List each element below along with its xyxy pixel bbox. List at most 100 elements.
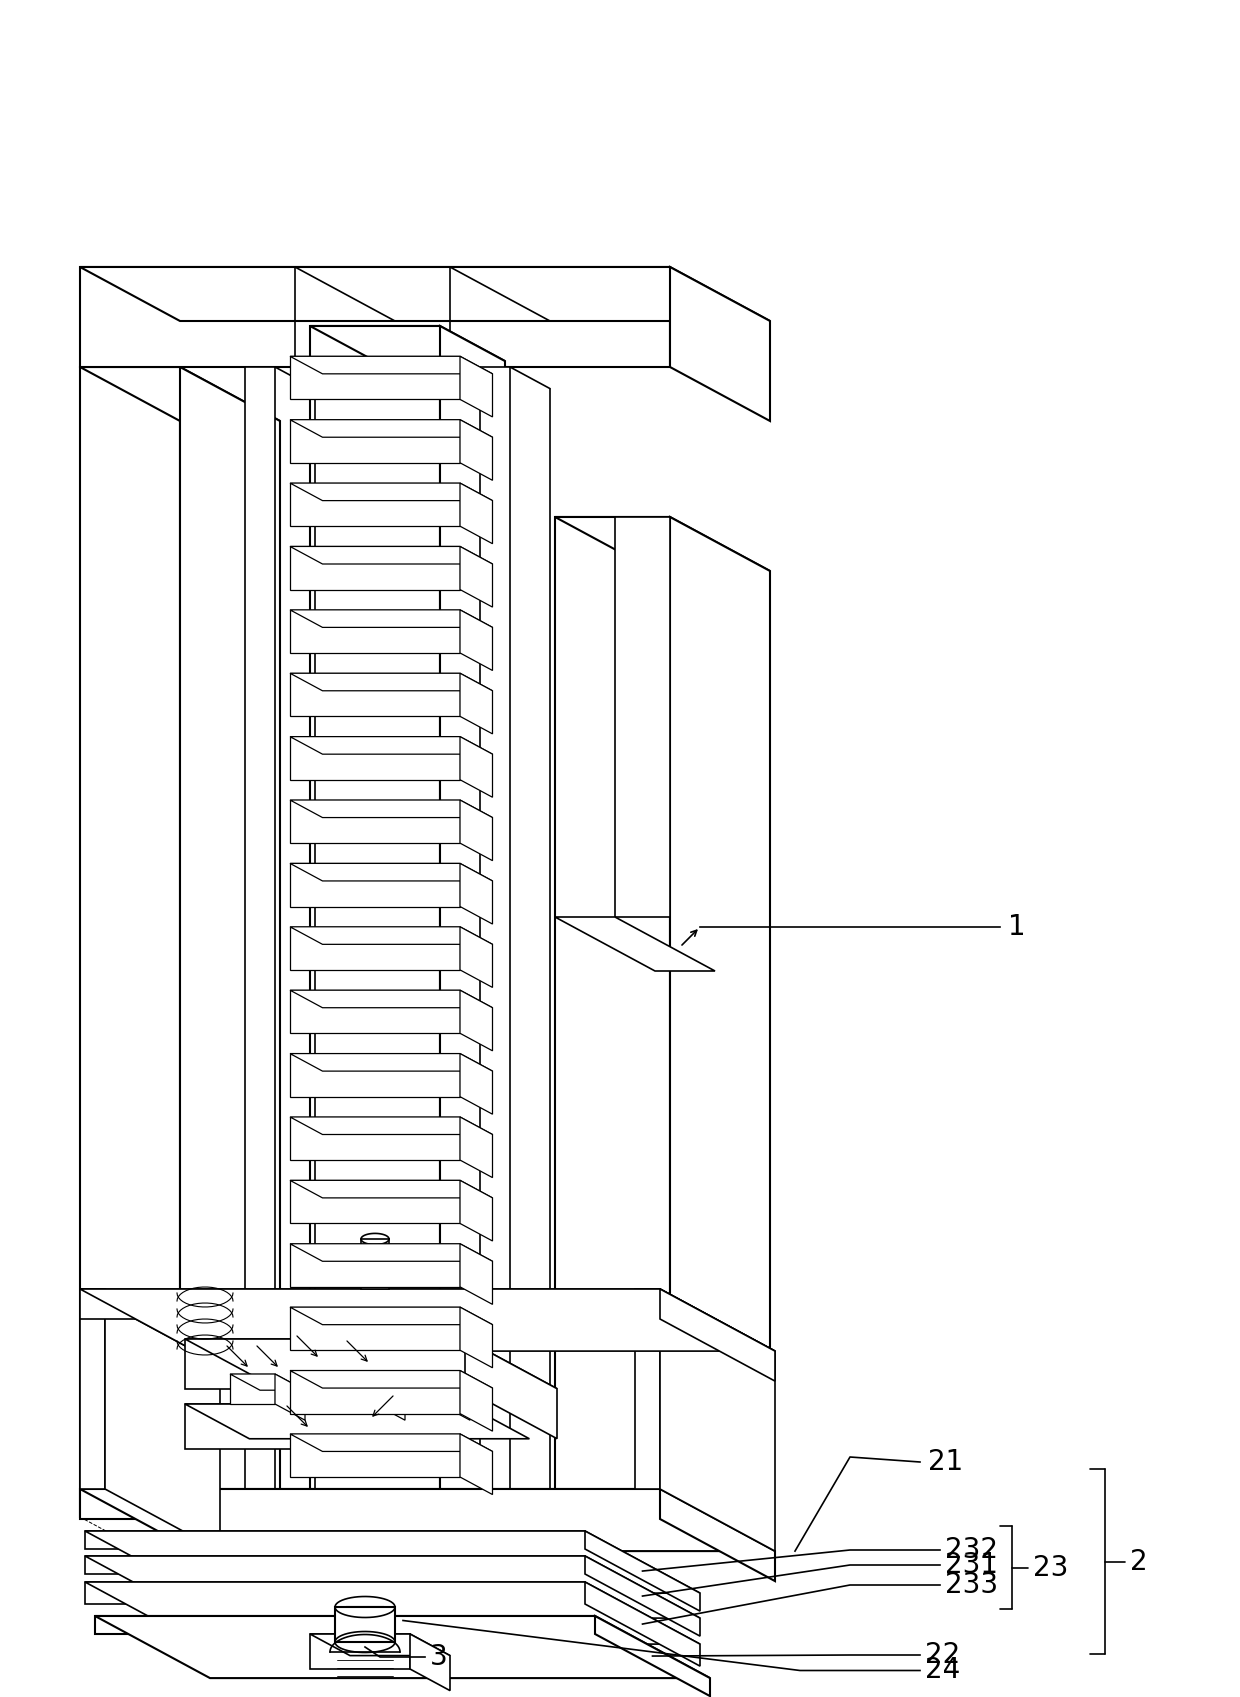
Polygon shape: [185, 1403, 465, 1449]
Polygon shape: [396, 1375, 470, 1390]
Polygon shape: [330, 1375, 374, 1403]
Polygon shape: [585, 1556, 701, 1636]
Polygon shape: [185, 1339, 465, 1390]
Polygon shape: [290, 1307, 460, 1351]
Polygon shape: [670, 266, 770, 421]
Polygon shape: [460, 484, 492, 543]
Polygon shape: [330, 1375, 405, 1390]
Polygon shape: [86, 1556, 585, 1575]
Polygon shape: [290, 674, 460, 716]
Polygon shape: [290, 864, 492, 881]
Polygon shape: [347, 1607, 383, 1634]
Polygon shape: [396, 1375, 440, 1403]
Polygon shape: [595, 1616, 711, 1695]
Polygon shape: [290, 609, 492, 628]
Polygon shape: [460, 736, 492, 798]
Polygon shape: [335, 1607, 396, 1643]
Polygon shape: [229, 1375, 275, 1403]
Text: 233: 233: [945, 1571, 998, 1599]
Polygon shape: [290, 1434, 492, 1451]
Polygon shape: [290, 1371, 460, 1414]
Polygon shape: [290, 927, 460, 971]
Polygon shape: [585, 1531, 701, 1610]
Polygon shape: [81, 367, 280, 421]
Polygon shape: [310, 326, 505, 361]
Polygon shape: [185, 1403, 529, 1439]
Polygon shape: [615, 518, 670, 916]
Polygon shape: [480, 367, 510, 1517]
Polygon shape: [229, 1375, 305, 1390]
Polygon shape: [556, 518, 770, 570]
Text: 2: 2: [1130, 1548, 1148, 1575]
Polygon shape: [290, 484, 492, 501]
Polygon shape: [460, 1117, 492, 1178]
Polygon shape: [440, 1375, 470, 1420]
Text: 24: 24: [925, 1656, 960, 1685]
Polygon shape: [290, 864, 460, 906]
Polygon shape: [81, 367, 180, 1517]
Polygon shape: [81, 1488, 660, 1519]
Polygon shape: [460, 1434, 492, 1495]
Polygon shape: [460, 609, 492, 670]
Polygon shape: [290, 989, 492, 1008]
Polygon shape: [374, 1375, 405, 1420]
Text: 3: 3: [430, 1643, 448, 1672]
Polygon shape: [361, 1239, 389, 1290]
Polygon shape: [290, 1307, 492, 1325]
Polygon shape: [290, 356, 460, 399]
Polygon shape: [86, 1582, 701, 1644]
Polygon shape: [290, 1054, 460, 1096]
Polygon shape: [460, 1307, 492, 1368]
Polygon shape: [290, 736, 492, 753]
Polygon shape: [290, 1054, 492, 1071]
Polygon shape: [290, 419, 492, 438]
Polygon shape: [660, 1290, 775, 1381]
Polygon shape: [81, 1290, 105, 1488]
Polygon shape: [86, 1582, 585, 1604]
Polygon shape: [410, 1634, 450, 1690]
Polygon shape: [81, 266, 770, 321]
Polygon shape: [290, 927, 492, 944]
Polygon shape: [290, 799, 460, 843]
Polygon shape: [460, 674, 492, 733]
Polygon shape: [310, 1634, 410, 1670]
Text: 23: 23: [1033, 1553, 1069, 1582]
Polygon shape: [290, 484, 460, 526]
Polygon shape: [460, 1371, 492, 1431]
Polygon shape: [290, 674, 492, 691]
Polygon shape: [81, 1290, 660, 1319]
Polygon shape: [246, 367, 275, 1517]
Polygon shape: [290, 1117, 460, 1161]
Text: 232: 232: [945, 1536, 998, 1565]
Polygon shape: [290, 1244, 492, 1261]
Polygon shape: [290, 546, 492, 563]
Polygon shape: [635, 1290, 775, 1351]
Polygon shape: [105, 1290, 219, 1551]
Text: 21: 21: [928, 1448, 963, 1476]
Polygon shape: [86, 1556, 701, 1619]
Polygon shape: [460, 1054, 492, 1115]
Polygon shape: [290, 1434, 460, 1476]
Polygon shape: [81, 1290, 219, 1351]
Polygon shape: [86, 1531, 585, 1549]
Text: 231: 231: [945, 1551, 998, 1578]
Polygon shape: [460, 419, 492, 480]
Polygon shape: [460, 799, 492, 860]
Polygon shape: [290, 736, 460, 779]
Polygon shape: [180, 367, 280, 1571]
Polygon shape: [81, 1488, 775, 1551]
Polygon shape: [95, 1616, 595, 1634]
Polygon shape: [460, 989, 492, 1050]
Polygon shape: [440, 326, 505, 1553]
Polygon shape: [310, 326, 440, 1517]
Polygon shape: [460, 1181, 492, 1241]
Polygon shape: [275, 1375, 305, 1420]
Polygon shape: [460, 864, 492, 925]
Polygon shape: [585, 1582, 701, 1666]
Text: 1: 1: [1008, 913, 1025, 942]
Polygon shape: [460, 927, 492, 988]
Polygon shape: [290, 799, 492, 818]
Polygon shape: [290, 419, 460, 463]
Polygon shape: [460, 1244, 492, 1305]
Polygon shape: [290, 609, 460, 653]
